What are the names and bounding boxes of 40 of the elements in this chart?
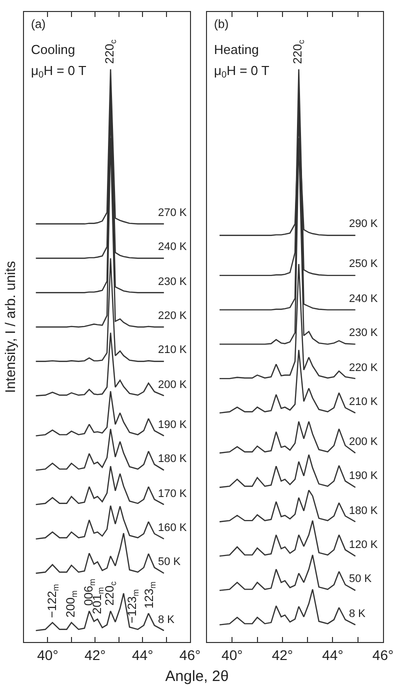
series-label: 230 K — [349, 327, 378, 339]
annotation: μ$_{0}$H = 0 T — [31, 63, 86, 80]
series-label: 290 K — [349, 218, 378, 230]
series-label: 240 K — [158, 241, 188, 253]
x-tick-label: 42° — [84, 646, 106, 663]
x-tick-label: 42° — [272, 646, 294, 663]
y-axis-title: Intensity, I / arb. units — [2, 260, 18, 393]
series-label: 210 K — [158, 344, 188, 356]
x-axis-title: Angle, 2θ — [164, 668, 230, 685]
x-tick-label: 40° — [222, 646, 243, 663]
series-label: 160 K — [158, 522, 188, 534]
series-label: 50 K — [349, 573, 372, 585]
x-tick-label: 40° — [37, 646, 58, 663]
series-label: 50 K — [158, 556, 182, 568]
series-label: 220 K — [349, 362, 378, 374]
text: (a) — [31, 17, 46, 31]
x-tick-label: 44° — [322, 646, 344, 663]
text: (b) — [214, 17, 229, 31]
series-label: 8 K — [349, 608, 366, 620]
x-tick-label: 44° — [132, 646, 154, 663]
annotation: μ$_{0}$H = 0 T — [214, 63, 270, 80]
x-tick-label: 46° — [179, 646, 201, 663]
series-label: 170 K — [158, 488, 188, 500]
series-label: 180 K — [158, 453, 188, 465]
series-label: 190 K — [158, 419, 188, 431]
series-label: 120 K — [349, 539, 378, 551]
series-label: 270 K — [158, 207, 188, 219]
x-tick-label: 46° — [372, 646, 394, 663]
series-label: 210 K — [349, 396, 378, 408]
series-label: 240 K — [349, 293, 378, 305]
series-label: 200 K — [349, 436, 378, 448]
series-label: 220 K — [158, 310, 188, 322]
series-label: 230 K — [158, 276, 188, 288]
series-label: 250 K — [349, 258, 378, 270]
series-label: 8 K — [158, 614, 176, 626]
text: Heating — [214, 42, 259, 57]
series-label: 200 K — [158, 379, 188, 391]
series-label: 180 K — [349, 505, 378, 517]
text: Cooling — [31, 42, 76, 57]
series-label: 190 K — [349, 470, 378, 482]
